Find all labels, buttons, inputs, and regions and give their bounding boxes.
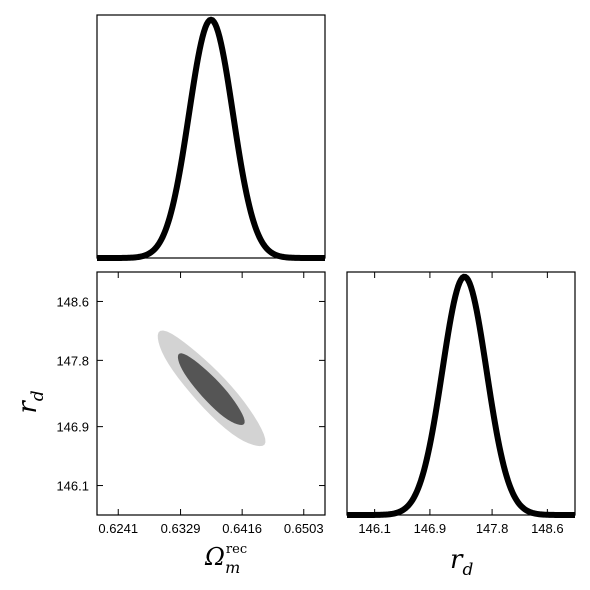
marginal-rd-curve bbox=[347, 273, 575, 518]
x-tick-label: 147.8 bbox=[476, 521, 509, 536]
panel-joint: 0.6241 0.6329 0.6416 0.6503 146.1 146.9 147.8… bbox=[13, 271, 326, 577]
panel-marginal-omega bbox=[96, 14, 326, 261]
rd-x-ticks: 146.1 146.9 147.8 148.6 bbox=[358, 272, 564, 536]
x-tick-label: 148.6 bbox=[531, 521, 564, 536]
x-tick-label: 0.6241 bbox=[98, 521, 138, 536]
y-tick-label: 146.9 bbox=[56, 420, 89, 435]
joint-ylabel: rd bbox=[13, 390, 48, 413]
x-tick-label: 0.6416 bbox=[222, 521, 262, 536]
contour-68 bbox=[177, 353, 245, 425]
x-tick-label: 146.1 bbox=[358, 521, 391, 536]
panel-marginal-rd: 146.1 146.9 147.8 148.6 rd bbox=[346, 271, 576, 580]
panel-frame bbox=[346, 271, 576, 516]
joint-xlabel: Ωrec m bbox=[204, 542, 247, 577]
rd-xlabel: rd bbox=[450, 545, 473, 580]
joint-x-ticks: 0.6241 0.6329 0.6416 0.6503 bbox=[98, 272, 324, 536]
y-tick-label: 146.1 bbox=[56, 479, 89, 494]
x-tick-label: 146.9 bbox=[414, 521, 447, 536]
panel-frame bbox=[96, 14, 326, 259]
marginal-omega-curve bbox=[97, 16, 325, 261]
x-tick-label: 0.6329 bbox=[161, 521, 201, 536]
y-tick-label: 147.8 bbox=[56, 353, 89, 368]
x-tick-label: 0.6503 bbox=[284, 521, 324, 536]
y-tick-label: 148.6 bbox=[56, 294, 89, 309]
joint-y-ticks: 146.1 146.9 147.8 148.6 bbox=[56, 294, 325, 494]
